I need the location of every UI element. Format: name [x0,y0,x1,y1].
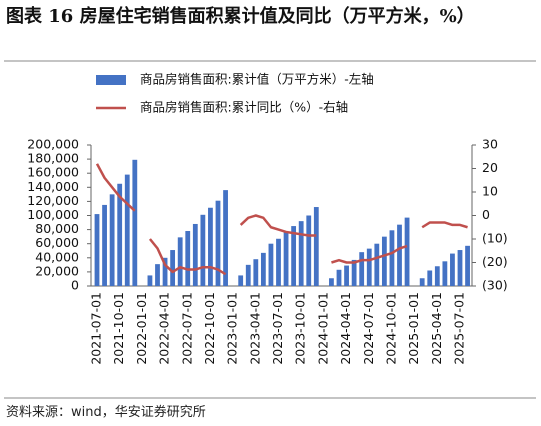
x-tick-label: 2022-04-01 [157,292,172,365]
bar [147,275,153,286]
bar [298,221,304,286]
x-tick-label: 2023-10-01 [293,292,308,365]
bar [238,275,244,286]
x-tick-label: 2023-07-01 [270,292,285,365]
bar [374,243,380,286]
bar [276,238,281,286]
bar [200,214,206,286]
bar [434,266,440,286]
y-tick-label: 180,000 [27,151,79,166]
line [95,163,468,276]
x-tick-label: 2022-10-01 [202,292,217,365]
bar [185,231,191,286]
y-tick-label: 120,000 [27,193,79,208]
bar [102,204,107,286]
y2-tick-label: 10 [482,184,498,199]
bar [442,261,448,286]
bar [215,200,221,286]
y-tick-label: 140,000 [27,179,79,194]
y2-tick-label: 30 [482,137,498,152]
bar [162,257,168,286]
bar [397,224,402,286]
bar [419,278,425,286]
legend-swatch [96,75,126,85]
x-tick-label: 2025-04-01 [429,292,444,365]
y-tick-label: 160,000 [27,165,79,180]
bar [450,253,455,286]
bar [94,214,100,286]
bar [177,237,183,286]
x-tick-label: 2022-01-01 [134,292,149,365]
bar [253,259,259,286]
x-tick-label: 2025-01-01 [406,292,421,365]
y-tick-label: 200,000 [27,137,79,152]
bar [329,278,334,286]
bar [381,236,387,286]
source: 资料来源：wind，华安证券研究所 [6,405,206,420]
chart-title: 图表 16 房屋住宅销售面积累计值及同比（万平方米，%） [6,6,475,27]
x-tick-label: 2021-07-01 [89,292,104,365]
bar [427,270,433,286]
legend-label: 商品房销售面积:累计同比（%）-右轴 [140,100,348,115]
bar [465,245,470,286]
y-tick-label: 80,000 [35,221,79,236]
bar [109,194,115,286]
y2-tick-label: (10) [482,231,508,246]
bar [389,230,395,286]
bar [260,252,266,286]
bar [170,250,176,286]
bar [117,183,123,286]
bar [359,252,365,286]
bar [268,243,274,286]
y-tick-label: 40,000 [35,249,79,264]
y2-tick-label: (20) [482,254,508,269]
x-tick-label: 2023-04-01 [247,292,262,365]
bar [132,159,138,286]
bar [155,264,160,286]
x-tick-label: 2021-10-01 [111,292,126,365]
bar [404,217,410,286]
bar [124,174,130,286]
y-tick-label: 0 [71,278,79,293]
bar [208,207,213,286]
x-tick-label: 2025-07-01 [452,292,467,365]
bar [351,259,357,286]
bar [457,250,463,286]
bar [366,248,372,286]
bar [291,226,297,286]
bar [344,265,349,286]
bar [192,223,198,286]
x-tick-label: 2022-07-01 [179,292,194,365]
legend-label: 商品房销售面积:累计值（万平方米）-左轴 [140,72,374,87]
bar [283,232,289,286]
y-tick-label: 60,000 [35,235,79,250]
y2-tick-label: 20 [482,160,498,175]
bar [313,207,319,286]
x-tick-label: 2024-07-01 [361,292,376,365]
x-tick-label: 2023-01-01 [225,292,240,365]
bar [336,269,342,286]
bar [223,190,228,286]
x-tick-label: 2024-01-01 [315,292,330,365]
y-tick-label: 20,000 [35,263,79,278]
x-tick-label: 2024-10-01 [383,292,398,365]
bar [306,215,312,286]
y2-tick-label: (30) [482,278,508,293]
y-tick-label: 100,000 [27,207,79,222]
y2-tick-label: 0 [482,207,490,222]
bar [245,264,251,286]
x-tick-label: 2024-04-01 [338,292,353,365]
